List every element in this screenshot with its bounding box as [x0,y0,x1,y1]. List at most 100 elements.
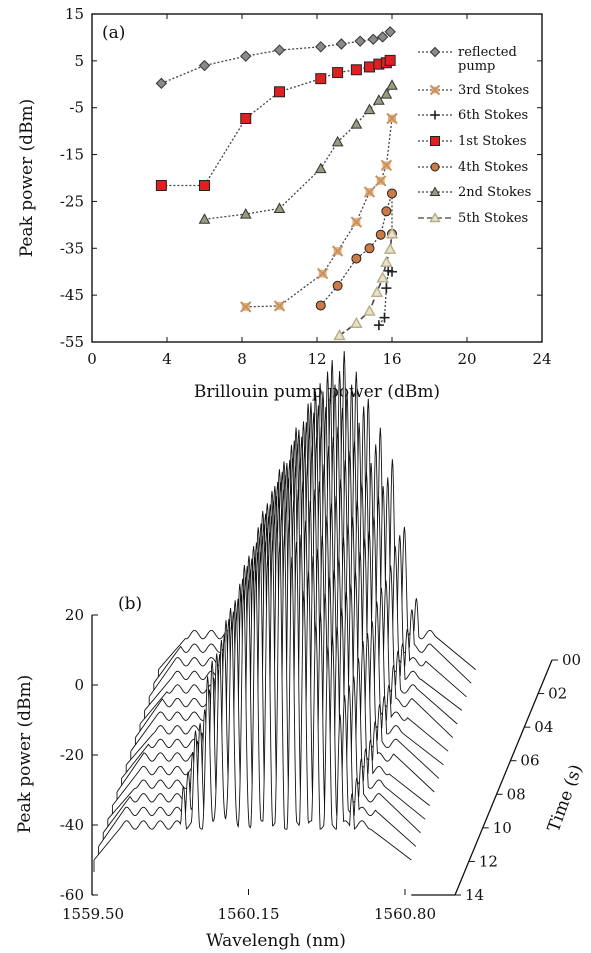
marker-x2 [363,186,376,198]
y-tick-label: -35 [60,239,84,257]
data-point [375,175,387,187]
data-point [429,186,441,196]
y-tick-label: 0 [74,676,84,694]
z-tick-label: 12 [479,852,498,870]
data-point [350,316,363,328]
y-tick-label: -55 [60,333,84,351]
y-tick-label: -45 [60,286,84,304]
marker-x2 [380,159,393,172]
data-point [314,162,327,174]
z-tick-label: 04 [534,718,553,736]
data-point [331,245,344,257]
data-point [335,38,348,50]
data-point [350,118,363,129]
y-tick-label: -25 [60,192,84,210]
y-tick-label: -20 [60,746,84,764]
legend-entry: 1st Stokes [418,134,527,149]
x-tick-label: 20 [457,350,476,368]
x-tick-label: 16 [382,350,401,368]
data-point [273,202,286,213]
z-axis-line [454,659,553,896]
data-point [384,26,396,38]
series-reflected-pump [155,26,396,90]
data-point [379,312,390,323]
data-point [363,304,376,316]
data-point [350,64,362,76]
data-point [429,46,441,58]
data-point [240,301,252,313]
data-point [198,213,211,224]
series-2nd-stokes [198,79,398,224]
marker-x2 [386,112,398,125]
marker-x2 [240,301,252,313]
data-point [380,255,393,268]
data-point [239,208,252,219]
y-tick-label: -15 [60,146,84,164]
z-tick-label: 00 [562,651,581,669]
data-point [199,179,210,191]
data-point [240,112,252,124]
x-tick-label: 1560.80 [374,905,436,923]
data-point [381,206,392,217]
x-tick-label: 4 [162,350,172,368]
x-tick-label: 1560.15 [217,905,279,923]
data-point [387,266,397,277]
z-tick-label: 14 [465,886,484,904]
legend-entry: 6th Stokes [418,108,528,123]
legend-label: 3rd Stokes [458,83,529,98]
trace-line [93,541,412,861]
spectrum-trace [93,541,412,899]
y-tick-label: -60 [60,886,84,904]
y-axis-label-b: Peak power (dBm) [15,675,35,834]
data-point [273,300,286,312]
data-point [315,73,327,85]
data-point [430,136,440,146]
series-6th-stokes [373,265,397,331]
x-tick-label: 1559.50 [62,905,124,923]
data-point [375,229,386,240]
legend-entry: 3rd Stokes [418,83,529,98]
legend-label: 2nd Stokes [458,185,531,200]
data-point [155,77,168,90]
data-point [385,227,399,239]
data-point [155,179,167,191]
z-axis-label-b: Time (s) [544,762,587,835]
data-point [386,79,398,90]
x-tick-label: 8 [237,350,247,368]
z-tick-label: 10 [493,819,512,837]
panel-label-a: (a) [102,23,125,43]
marker-x2 [350,216,363,228]
marker-x2 [316,267,329,280]
y-tick-label: -5 [69,99,84,117]
y-tick-label: -40 [60,816,84,834]
z-tick-label: 02 [548,685,567,703]
panel-label-b: (b) [118,594,142,614]
x-tick-label: 12 [307,350,326,368]
series-5th-stokes [333,227,399,341]
legend-label: 4th Stokes [458,160,528,175]
legend-label: pump [458,59,495,74]
data-point [351,253,362,264]
data-point [274,86,285,98]
data-point [367,33,379,46]
legend-label: 1st Stokes [458,134,527,149]
z-tick-label: 06 [520,752,539,770]
data-point [331,135,344,147]
data-point [376,271,389,283]
chart-panel-a: (a) 0 4 8 12 16 20 24 15 5 -5 -15 -25 -35 -45 -55 ref… [17,5,552,402]
data-point [370,285,384,298]
data-point [429,84,441,96]
y-axis-label-a: Peak power (dBm) [17,99,37,258]
data-point [332,280,343,291]
data-point [364,243,375,254]
marker-x2 [273,300,286,312]
legend-entry: 2nd Stokes [418,185,531,200]
data-point [364,61,375,73]
data-point [350,216,363,228]
data-point [380,88,393,99]
legend-entry: 5th Stokes [418,211,528,226]
data-point [354,35,366,47]
data-point [363,103,376,115]
